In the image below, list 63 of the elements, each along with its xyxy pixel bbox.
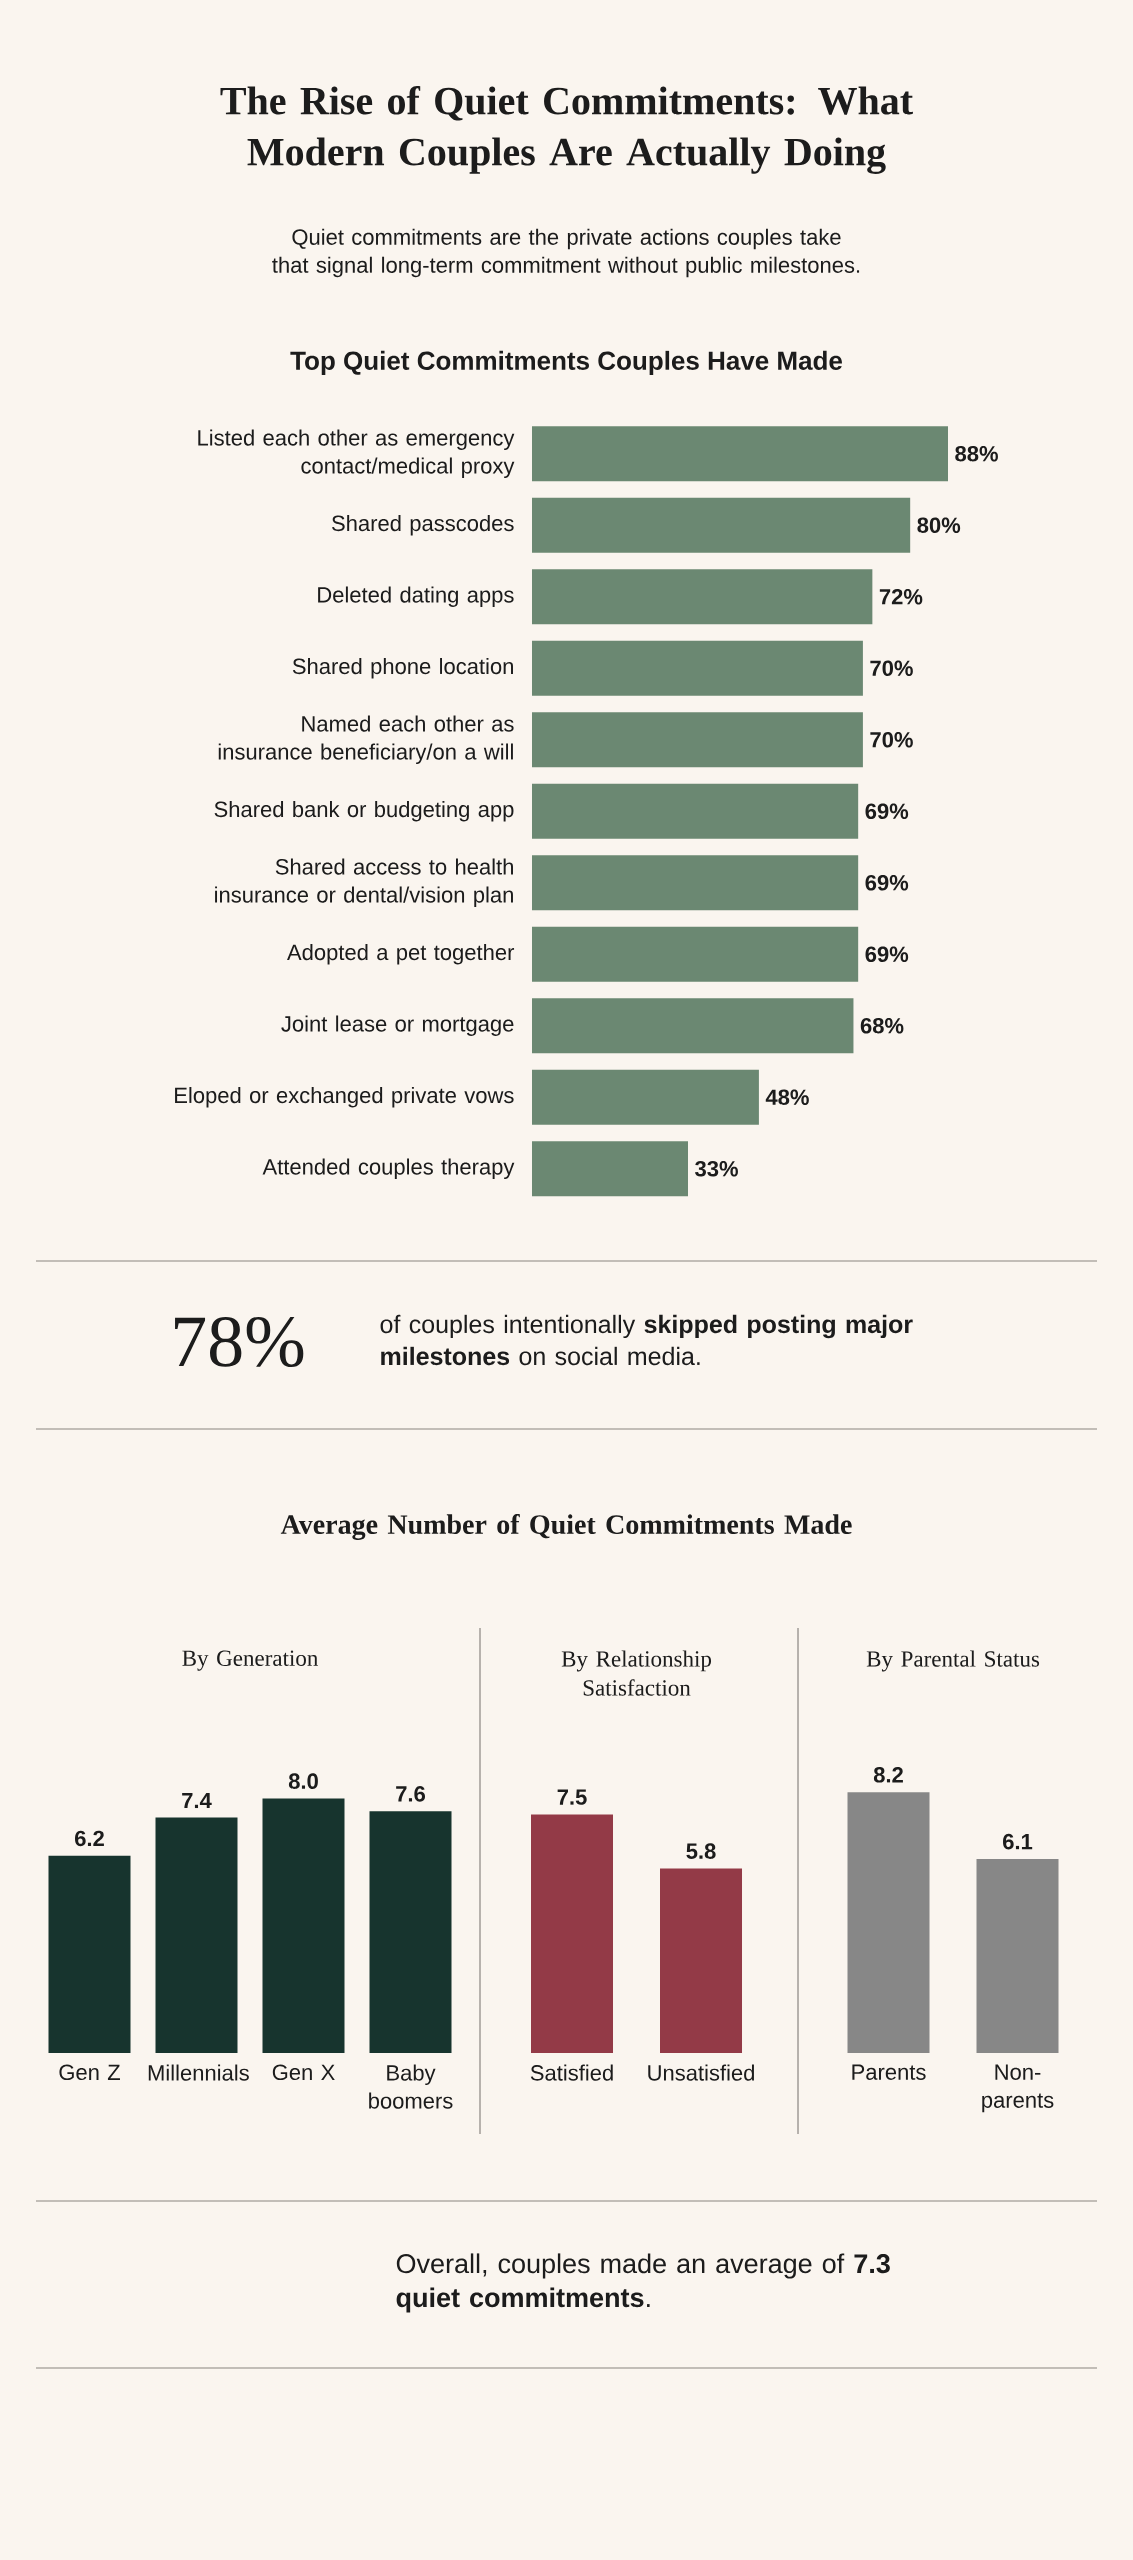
y-tick-label: Eloped or exchanged private vows [175,1086,514,1108]
bar [532,998,854,1054]
text: 78% [175,1316,304,1368]
chart-title: Top Quiet Commitments Couples Have Made [290,350,842,376]
x-tick-label: Satisfied [530,2064,613,2081]
text: The Rise of Quiet Commitments: What Modern Couples Are Actually Doing [220,85,913,174]
bar [48,1855,131,2053]
y-tick-label: Listed each other as emergency contact/medical proxy [198,429,515,478]
text: of couples intentionally skipped posting major milestones on social media. [380,1314,913,1366]
y-tick-label: Shared access to health insurance or dental/vision plan [215,858,513,907]
x-tick-label: Baby boomers [369,2064,453,2109]
data-label: 7.5 [557,1789,587,1805]
data-label: 5.8 [686,1843,716,1859]
data-label: 6.1 [1003,1833,1033,1850]
y-tick-label: Shared phone location [292,657,513,679]
data-label: 69% [865,874,909,891]
chart-title: By Generation [182,1650,318,1671]
x-tick-label: Unsatisfied [648,2064,754,2081]
bar [532,926,859,982]
x-tick-label: Gen X [272,2064,335,2081]
data-label: 70% [870,660,913,677]
bar [532,426,948,482]
y-tick-label: Deleted dating apps [318,586,514,607]
data-label: 80% [917,517,961,534]
chart-title: By Relationship Satisfaction [561,1650,712,1696]
bar [532,712,863,768]
data-label: 48% [765,1089,809,1106]
data-label: 69% [865,946,909,963]
bar [532,1141,688,1197]
bar [532,855,859,911]
bar [532,640,863,696]
text: Average Number of Quiet Commitments Made [280,1514,852,1540]
bar [262,1798,345,2053]
data-label: 7.6 [396,1786,426,1802]
text: Overall, couples made an average of 7.3 quiet commitments. [396,2253,890,2313]
x-tick-label: Non-parents [982,2064,1054,2113]
bar [532,569,873,625]
data-label: 70% [870,731,913,748]
data-label: 72% [879,588,923,605]
bar [155,1817,238,2053]
y-tick-label: Named each other as insurance beneficiary/on a will [218,715,514,764]
y-tick-label: Attended couples therapy [262,1158,515,1179]
data-label: 33% [695,1160,738,1177]
bar [369,1811,452,2053]
data-label: 68% [860,1017,904,1034]
data-label: 8.2 [873,1767,903,1783]
data-label: 7.4 [182,1792,212,1809]
bar [532,497,911,553]
y-tick-label: Shared passcodes [332,514,514,536]
y-tick-label: Adopted a pet together [287,943,515,965]
text: Quiet commitments are the private actions couples take that signal long-term commitment without public milestones. [272,228,860,278]
x-tick-label: Gen Z [59,2064,120,2081]
data-label: 8.0 [288,1773,318,1789]
bar [532,783,859,839]
x-tick-label: Millennials [148,2064,249,2081]
data-label: 6.2 [75,1830,104,1847]
data-label: 88% [955,445,998,462]
data-label: 69% [865,803,909,820]
y-tick-label: Joint lease or mortgage [281,1015,514,1036]
bar [532,1069,759,1125]
x-tick-label: Parents [852,2064,926,2080]
y-tick-label: Shared bank or budgeting app [214,800,514,822]
chart-title: By Parental Status [866,1650,1040,1672]
